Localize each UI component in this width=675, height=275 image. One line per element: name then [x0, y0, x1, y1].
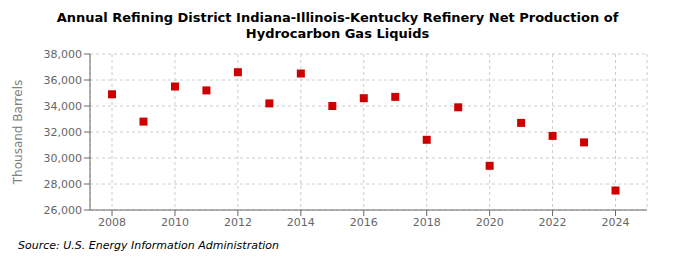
svg-text:2024: 2024: [602, 216, 630, 229]
html-text:Source: U.S. Energy Informatio: Source: U.S. Energy Information Administ…: [18, 239, 279, 252]
svg-text:2020: 2020: [476, 216, 504, 229]
svg-text:34,000: 34,000: [44, 100, 83, 113]
svg-text:2022: 2022: [539, 216, 567, 229]
svg-text:26,000: 26,000: [44, 204, 83, 217]
svg-text:2008: 2008: [98, 216, 126, 229]
svg-text:28,000: 28,000: [44, 178, 83, 191]
svg-text:Thousand Barrels: Thousand Barrels: [11, 80, 25, 185]
svg-text:2016: 2016: [350, 216, 378, 229]
svg-text:2018: 2018: [413, 216, 441, 229]
html-text:Annual Refining District India: Annual Refining District Indiana-Illinoi…: [56, 10, 619, 41]
svg-text:2012: 2012: [224, 216, 252, 229]
svg-text:2014: 2014: [287, 216, 315, 229]
svg-text:36,000: 36,000: [44, 74, 83, 87]
svg-text:32,000: 32,000: [44, 126, 83, 139]
svg-text:38,000: 38,000: [44, 48, 83, 61]
svg-text:30,000: 30,000: [44, 152, 83, 165]
svg-text:2010: 2010: [161, 216, 189, 229]
